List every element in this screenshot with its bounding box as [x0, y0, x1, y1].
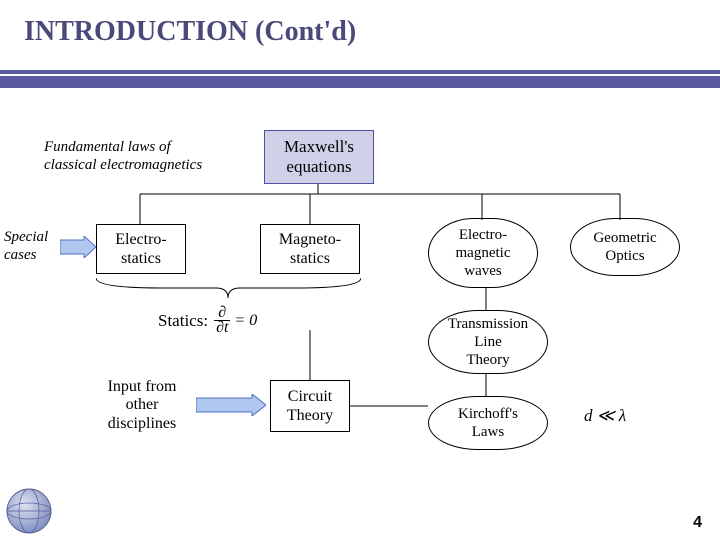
globe-logo-icon: [4, 486, 54, 536]
magnetostatics-box: Magneto- statics: [260, 224, 360, 274]
fundamental-laws-text: Fundamental laws of classical electromag…: [44, 139, 202, 173]
circuit-to-kirchoff-line: [350, 405, 428, 407]
fundamental-laws-label: Fundamental laws of classical electromag…: [44, 138, 254, 174]
maxwell-box: Maxwell's equations: [264, 130, 374, 184]
em-waves-vertical-line: [0, 288, 720, 398]
d-much-less-lambda: d ≪ λ: [584, 406, 626, 426]
horizontal-rule-thin: [0, 70, 720, 74]
geo-optics-bubble: Geometric Optics: [570, 218, 680, 276]
kirchoff-text: Kirchoff's Laws: [458, 405, 518, 441]
horizontal-rule-thick: [0, 76, 720, 88]
maxwell-text: Maxwell's equations: [284, 137, 354, 178]
em-waves-text: Electro- magnetic waves: [456, 226, 511, 280]
special-cases-arrow-icon: [60, 236, 96, 258]
special-cases-label: Special cases: [4, 228, 64, 264]
special-cases-text: Special cases: [4, 229, 48, 263]
geo-optics-text: Geometric Optics: [593, 229, 656, 265]
slide-number: 4: [693, 514, 702, 532]
d-lambda-text: d ≪ λ: [584, 406, 626, 425]
magnetostatics-text: Magneto- statics: [279, 230, 341, 268]
electrostatics-box: Electro- statics: [96, 224, 186, 274]
em-waves-bubble: Electro- magnetic waves: [428, 218, 538, 288]
slide-title: INTRODUCTION (Cont'd): [24, 16, 356, 48]
kirchoff-bubble: Kirchoff's Laws: [428, 396, 548, 450]
electrostatics-text: Electro- statics: [115, 230, 167, 268]
